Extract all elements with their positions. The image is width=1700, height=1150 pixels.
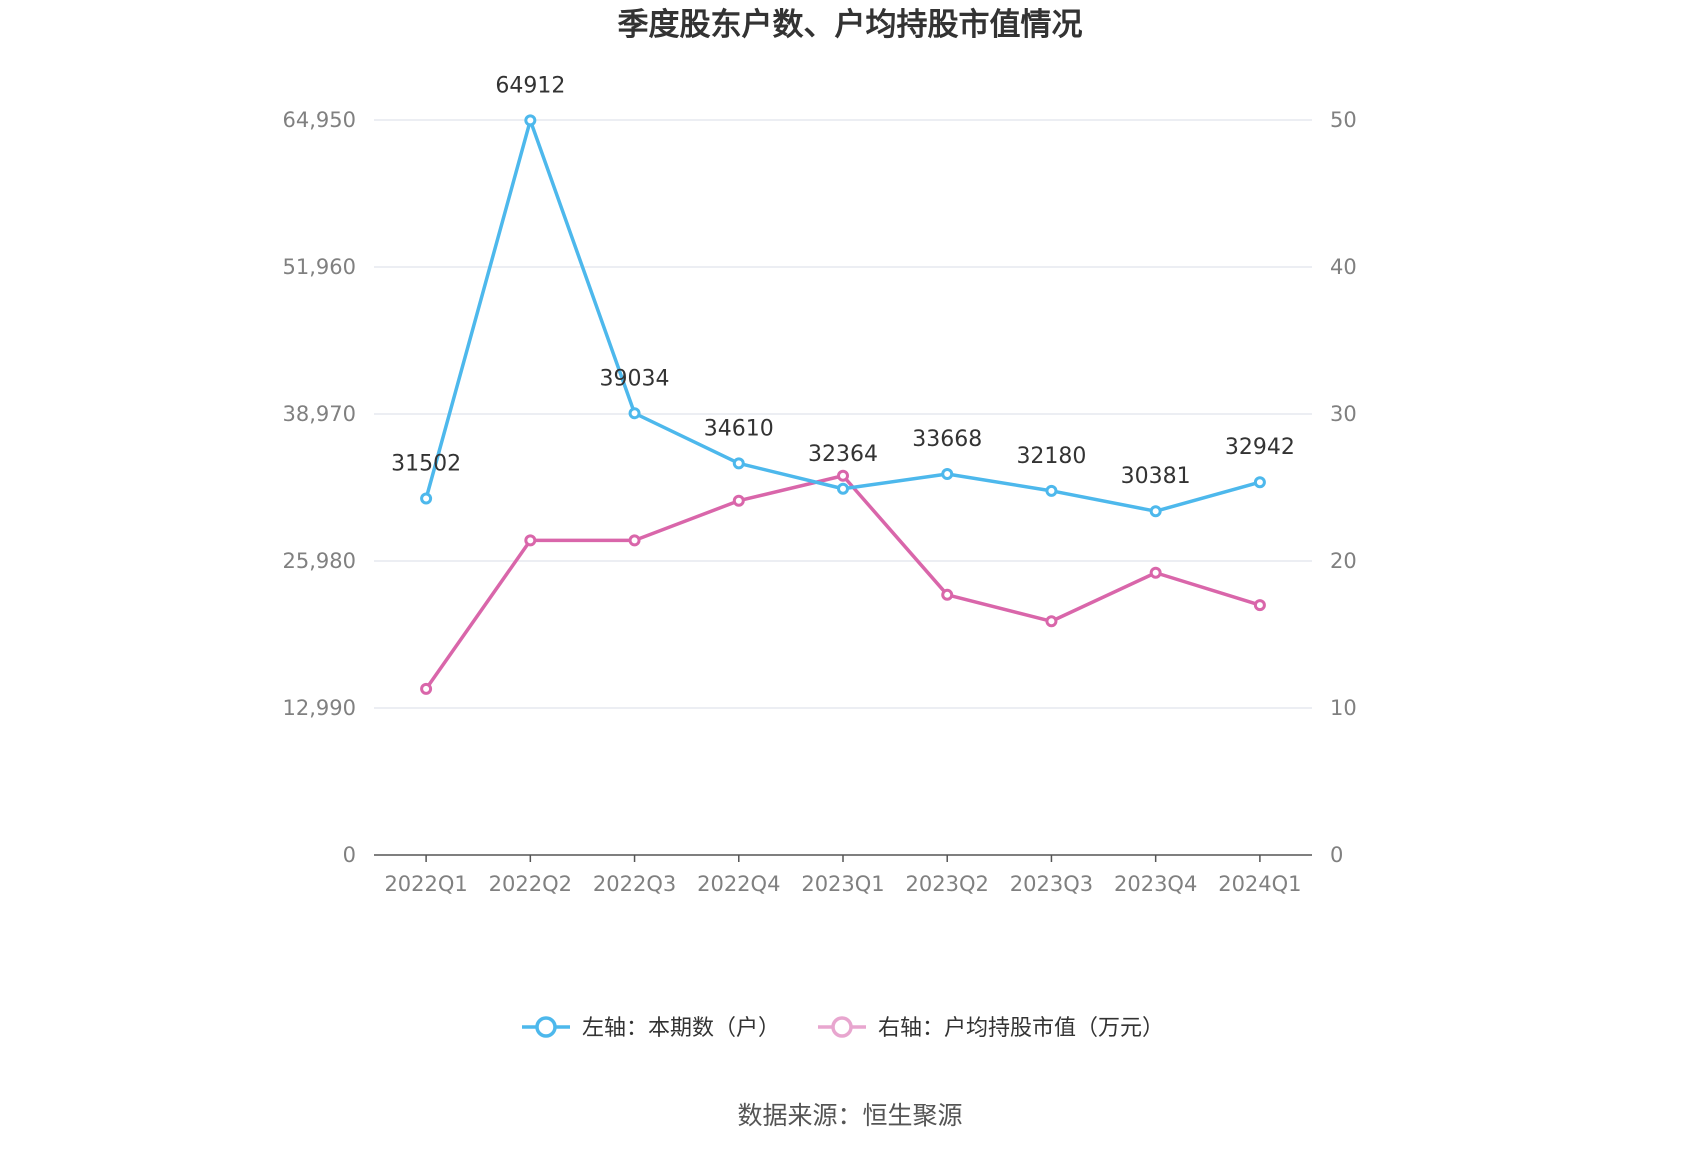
legend-label: 左轴：本期数（户）: [582, 1016, 780, 1041]
series-layer: [420, 114, 1266, 695]
legend-swatch-marker: [535, 1016, 557, 1038]
right-tick-label: 40: [1330, 255, 1357, 279]
x-tick-label: 2024Q1: [1218, 872, 1301, 896]
series-point-1: [420, 682, 433, 695]
series-point-0: [628, 407, 641, 420]
x-tick-label: 2022Q4: [697, 872, 780, 896]
left-tick-label: 0: [343, 843, 356, 867]
left-tick-label: 12,990: [283, 696, 356, 720]
series-point-0: [1253, 476, 1266, 489]
data-label: 30381: [1121, 464, 1191, 489]
legend-swatch-marker: [831, 1016, 853, 1038]
data-label: 32942: [1225, 435, 1295, 460]
left-tick-label: 25,980: [283, 549, 356, 573]
x-tick-label: 2023Q4: [1114, 872, 1197, 896]
series-point-1: [524, 534, 537, 547]
series-point-0: [420, 492, 433, 505]
data-label: 31502: [391, 452, 461, 477]
x-tick-label: 2023Q1: [801, 872, 884, 896]
series-point-1: [1149, 566, 1162, 579]
series-point-0: [1045, 484, 1058, 497]
right-tick-label: 20: [1330, 549, 1357, 573]
right-axis: 0 10 20 30 40 50: [1330, 108, 1357, 867]
right-tick-label: 30: [1330, 402, 1357, 426]
left-tick-label: 64,950: [283, 108, 356, 132]
left-axis: 0 12,990 25,980 38,970 51,960 64,950: [283, 108, 356, 867]
data-labels: 31502 64912 39034 34610 32364 33668 32180 30381…: [391, 73, 1295, 489]
series-point-1: [1253, 599, 1266, 612]
data-label: 32180: [1016, 444, 1086, 469]
gridlines: [374, 119, 1312, 709]
data-label: 33668: [912, 427, 982, 452]
data-label: 64912: [495, 73, 565, 98]
data-label: 32364: [808, 442, 878, 467]
series-point-0: [837, 482, 849, 495]
series-point-0: [524, 114, 537, 127]
data-label: 34610: [704, 416, 774, 441]
series-point-1: [1045, 615, 1058, 628]
x-axis: 2022Q1 2022Q2 2022Q3 2022Q4 2023Q1 2023Q2 2023…: [374, 854, 1312, 896]
series-point-0: [1149, 505, 1162, 518]
series-point-1: [837, 469, 849, 482]
left-tick-label: 51,960: [283, 255, 356, 279]
right-tick-label: 50: [1330, 108, 1357, 132]
x-tick-label: 2023Q2: [906, 872, 989, 896]
x-tick-label: 2023Q3: [1010, 872, 1093, 896]
legend[interactable]: 左轴：本期数（户） 右轴：户均持股市值（万元）: [522, 1016, 1164, 1041]
x-tick-label: 2022Q2: [489, 872, 572, 896]
series-point-1: [941, 588, 954, 601]
right-tick-label: 10: [1330, 696, 1357, 720]
legend-label: 右轴：户均持股市值（万元）: [878, 1016, 1164, 1041]
series-point-1: [628, 534, 641, 547]
chart-title: 季度股东户数、户均持股市值情况: [618, 7, 1083, 43]
x-tick-label: 2022Q3: [593, 872, 676, 896]
left-tick-label: 38,970: [283, 402, 356, 426]
source-note: 数据来源：恒生聚源: [737, 1101, 962, 1130]
x-tick-label: 2022Q1: [384, 872, 467, 896]
right-tick-label: 0: [1330, 843, 1343, 867]
data-label: 39034: [600, 366, 670, 391]
series-point-0: [732, 457, 745, 470]
series-point-1: [732, 494, 745, 507]
series-point-0: [941, 467, 954, 480]
